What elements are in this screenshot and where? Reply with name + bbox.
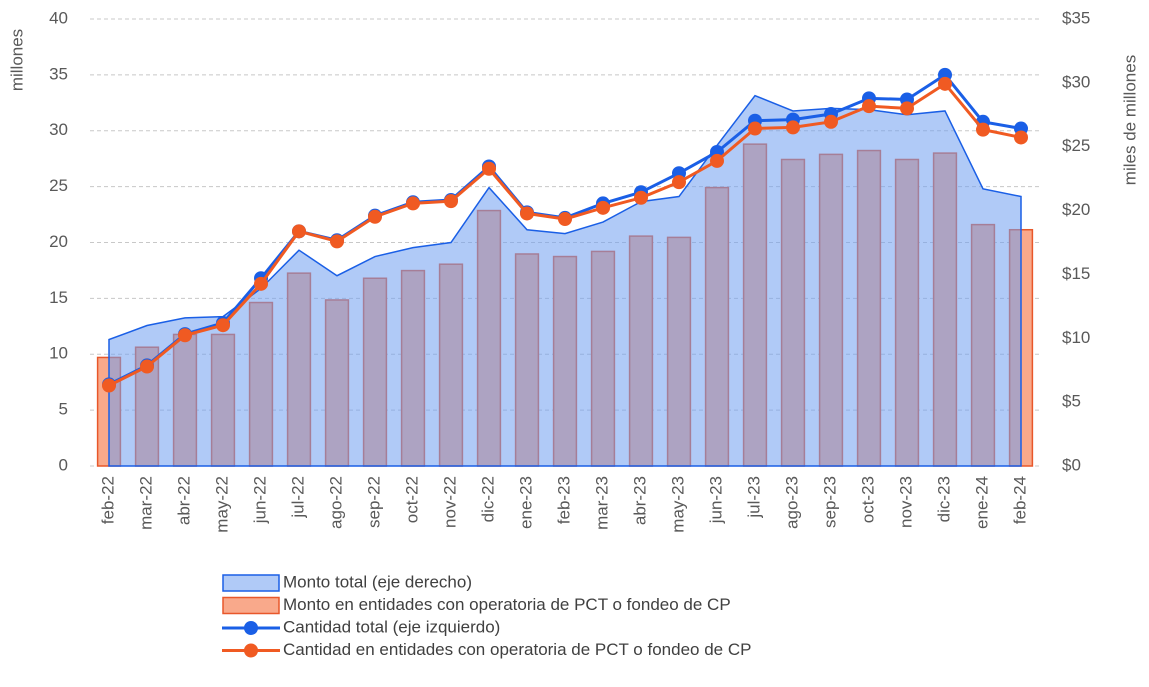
x-tick-label: jun-22 — [250, 476, 269, 524]
marker — [368, 209, 382, 224]
marker — [672, 175, 686, 190]
marker — [178, 328, 192, 343]
x-tick-label: may-22 — [212, 476, 231, 533]
x-tick-label: abr-22 — [174, 476, 193, 525]
marker — [938, 76, 952, 91]
marker — [596, 200, 610, 215]
x-tick-label: nov-23 — [896, 476, 915, 528]
marker — [900, 101, 914, 116]
y-tick-label: 15 — [49, 288, 68, 307]
legend-label: Cantidad en entidades con operatoria de … — [283, 640, 751, 659]
legend-label: Cantidad total (eje izquierdo) — [283, 617, 500, 636]
legend-label: Monto total (eje derecho) — [283, 572, 472, 591]
marker — [292, 224, 306, 239]
y-tick-label: 25 — [49, 176, 68, 195]
y-tick-label: 40 — [49, 8, 68, 27]
x-tick-label: sep-22 — [364, 476, 383, 528]
y2-tick-label: $20 — [1062, 200, 1090, 219]
area — [108, 94, 1022, 467]
marker — [216, 318, 230, 333]
marker — [710, 153, 724, 168]
x-tick-label: abr-23 — [630, 476, 649, 525]
marker — [140, 359, 154, 374]
legend: Monto total (eje derecho) Monto en entida… — [222, 572, 751, 659]
x-tick-label: jul-23 — [744, 476, 763, 519]
legend-swatch — [244, 621, 258, 635]
x-tick-label: oct-23 — [858, 476, 877, 523]
x-tick-label: ene-23 — [516, 476, 535, 529]
legend-swatch — [222, 574, 280, 592]
marker — [786, 120, 800, 135]
x-tick-label: feb-24 — [1010, 476, 1029, 524]
marker — [254, 276, 268, 291]
x-tick-label: dic-23 — [934, 476, 953, 522]
x-tick-label: oct-22 — [402, 476, 421, 523]
marker — [1014, 130, 1028, 145]
x-tick-label: ago-22 — [326, 476, 345, 529]
marker — [444, 194, 458, 209]
legend-swatch — [222, 596, 280, 615]
y2-tick-label: $25 — [1062, 136, 1090, 155]
marker — [558, 212, 572, 227]
y2-tick-label: $5 — [1062, 392, 1081, 411]
x-tick-label: mar-22 — [136, 476, 155, 530]
y-axis-title: millones — [7, 29, 26, 91]
x-tick-label: sep-23 — [820, 476, 839, 528]
y-tick-label: 35 — [49, 64, 68, 83]
y-tick-label: 10 — [49, 344, 68, 363]
x-tick-label: may-23 — [668, 476, 687, 533]
x-tick-label: ene-24 — [972, 476, 991, 529]
marker — [482, 161, 496, 176]
y-tick-label: 0 — [59, 455, 68, 474]
x-tick-label: dic-22 — [478, 476, 497, 522]
marker — [862, 99, 876, 114]
x-tick-label: nov-22 — [440, 476, 459, 528]
y2-tick-label: $10 — [1062, 328, 1090, 347]
x-tick-label: jun-23 — [706, 476, 725, 524]
marker — [406, 196, 420, 211]
x-tick-label: feb-23 — [554, 476, 573, 524]
x-tick-label: feb-22 — [98, 476, 117, 524]
y2-tick-label: $30 — [1062, 72, 1090, 91]
marker — [634, 190, 648, 205]
y-tick-label: 20 — [49, 232, 68, 251]
x-tick-label: mar-23 — [592, 476, 611, 530]
y2-tick-label: $15 — [1062, 264, 1090, 283]
marker — [748, 121, 762, 136]
y-tick-label: 30 — [49, 120, 68, 139]
marker — [330, 234, 344, 249]
legend-swatch — [244, 643, 258, 658]
y2-axis-title: miles de millones — [1120, 55, 1139, 185]
marker — [520, 206, 534, 221]
marker — [976, 122, 990, 137]
y-tick-label: 5 — [59, 400, 68, 419]
x-tick-label: ago-23 — [782, 476, 801, 529]
marker — [102, 378, 116, 393]
y2-tick-label: $35 — [1062, 8, 1090, 27]
x-tick-label: jul-22 — [288, 476, 307, 519]
marker — [824, 114, 838, 129]
y2-tick-label: $0 — [1062, 455, 1081, 474]
legend-label: Monto en entidades con operatoria de PCT… — [283, 595, 731, 614]
